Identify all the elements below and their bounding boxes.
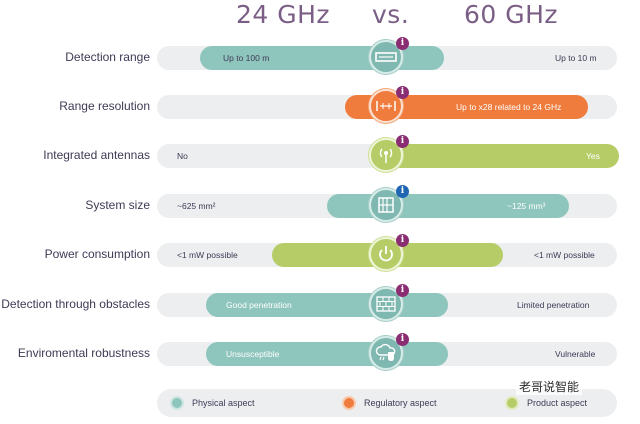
- ruler-icon: [369, 40, 403, 74]
- row-label: Detection through obstacles: [1, 297, 150, 311]
- header-60ghz: 60 GHz: [464, 0, 559, 29]
- row-system-size: System size ~625 mm² ~125 mm³ i: [0, 185, 640, 222]
- value-60ghz: Up to 10 m: [555, 53, 597, 63]
- bar-24ghz: [206, 293, 448, 317]
- value-24ghz: ~625 mm²: [177, 201, 216, 211]
- bar-60ghz: [380, 144, 619, 168]
- value-60ghz: Yes: [586, 151, 600, 161]
- info-badge-icon[interactable]: i: [396, 86, 409, 99]
- row-detection-range: Detection range Up to 100 m Up to 10 m i: [0, 37, 640, 74]
- value-24ghz: Unsusceptible: [226, 349, 280, 359]
- row-label: Range resolution: [59, 99, 150, 113]
- value-24ghz: No: [177, 151, 188, 161]
- bar-60ghz: [327, 194, 569, 218]
- row-label: System size: [85, 198, 150, 212]
- value-60ghz: <1 mW possible: [534, 250, 595, 260]
- header-vs: vs.: [372, 0, 410, 29]
- value-60ghz: ~125 mm³: [507, 201, 546, 211]
- row-range-resolution: Range resolution Up to x28 related to 24…: [0, 86, 640, 123]
- info-badge-icon[interactable]: i: [396, 234, 409, 247]
- info-badge-icon[interactable]: i: [396, 37, 409, 50]
- info-badge-icon[interactable]: i: [396, 185, 409, 198]
- header-24ghz: 24 GHz: [236, 0, 331, 29]
- value-24ghz: Good penetration: [226, 300, 292, 310]
- row-label: Power consumption: [44, 247, 150, 261]
- row-integrated-antennas: Integrated antennas No Yes i: [0, 135, 640, 172]
- info-badge-icon[interactable]: i: [396, 333, 409, 346]
- value-24ghz: <1 mW possible: [177, 250, 238, 260]
- legend-dot-physical: [170, 396, 184, 410]
- bar-24ghz: [206, 342, 448, 366]
- row-label: Enviromental robustness: [17, 346, 150, 360]
- value-60ghz: Vulnerable: [555, 349, 596, 359]
- info-badge-icon[interactable]: i: [396, 284, 409, 297]
- info-badge-icon[interactable]: i: [396, 135, 409, 148]
- bar-24ghz: [200, 46, 444, 70]
- value-60ghz: Limited penetration: [517, 300, 590, 310]
- value-24ghz: Up to 100 m: [223, 53, 270, 63]
- row-power-consumption: Power consumption <1 mW possible <1 mW p…: [0, 234, 640, 271]
- row-environmental-robustness: Enviromental robustness Unsusceptible Vu…: [0, 333, 640, 370]
- row-detection-obstacles: Detection through obstacles Good penetra…: [0, 284, 640, 321]
- watermark: 老哥说智能: [516, 378, 583, 395]
- legend-label-product: Product aspect: [527, 398, 588, 408]
- resolution-icon: [369, 89, 403, 123]
- legend-label-physical: Physical aspect: [192, 398, 255, 408]
- row-label: Integrated antennas: [43, 148, 150, 162]
- value-60ghz: Up to x28 related to 24 GHz: [456, 102, 562, 112]
- legend-dot-product: [505, 396, 519, 410]
- power-icon: [369, 237, 403, 271]
- legend-dot-regulatory: [342, 396, 356, 410]
- legend-label-regulatory: Regulatory aspect: [364, 398, 437, 408]
- row-label: Detection range: [65, 50, 150, 64]
